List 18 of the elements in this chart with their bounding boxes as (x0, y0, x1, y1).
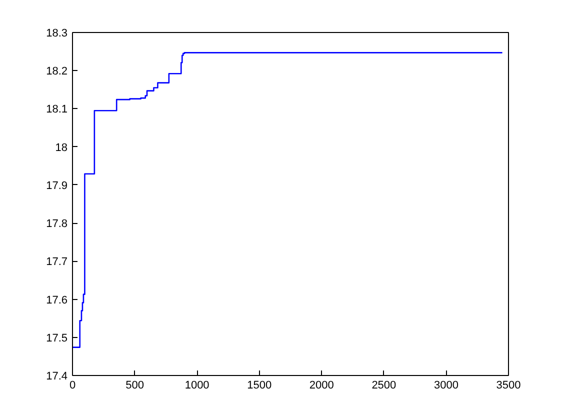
y-tick-label: 17.6 (46, 294, 68, 306)
y-tick-label: 18.2 (46, 66, 68, 78)
x-tick-label: 1500 (247, 380, 272, 392)
y-tick-label: 18.1 (46, 104, 68, 116)
y-tick-label: 17.8 (46, 218, 68, 230)
x-tick-label: 2000 (309, 380, 334, 392)
x-tick-label: 500 (126, 380, 144, 392)
x-tick-label: 2500 (372, 380, 396, 392)
x-tick-label: 3000 (434, 380, 458, 392)
x-tick-label: 3500 (496, 380, 521, 392)
y-tick-label: 18.3 (46, 28, 68, 40)
y-tick-label: 17.4 (46, 370, 68, 382)
y-tick-label: 17.7 (46, 256, 68, 268)
x-tick-label: 1000 (184, 380, 210, 392)
y-tick-label: 17.5 (46, 332, 68, 344)
y-tick-label: 18 (55, 142, 68, 154)
x-tick-label: 0 (69, 380, 76, 392)
y-tick-label: 17.9 (46, 180, 68, 192)
